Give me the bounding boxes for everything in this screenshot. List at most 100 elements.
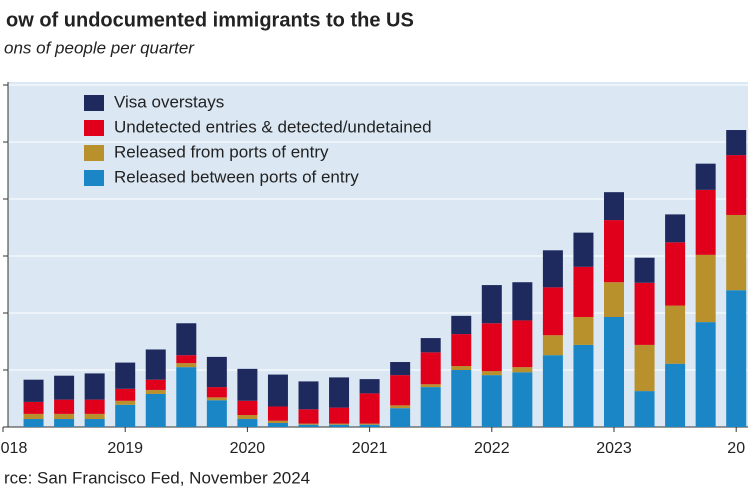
bar-segment (481, 371, 502, 376)
bar-segment (115, 400, 136, 405)
bar-segment (267, 406, 288, 421)
bar-segment (512, 367, 533, 373)
bar-segment (604, 282, 624, 317)
bar-segment (329, 423, 350, 425)
bar-segment (420, 387, 441, 427)
bar-segment (573, 316, 594, 345)
bar-segment (329, 424, 350, 427)
bar-segment (695, 189, 716, 255)
bar-segment (726, 290, 747, 427)
bar-segment (512, 320, 533, 368)
bar-segment (267, 420, 288, 424)
bar-segment (115, 362, 136, 389)
bar-segment (573, 266, 594, 317)
bar-segment (695, 322, 716, 427)
bar-segment (542, 287, 563, 336)
bar-segment (237, 415, 258, 420)
x-tick-label: 2019 (107, 440, 143, 457)
bar-segment (604, 192, 624, 221)
bar-segment (206, 387, 227, 398)
bar-segment (176, 355, 197, 364)
legend-label: Released from ports of entry (114, 142, 329, 161)
bar-segment (115, 388, 136, 401)
bar-segment (267, 374, 288, 407)
bar-segment (54, 413, 75, 420)
bar-segment (542, 335, 563, 356)
bar-segment (481, 323, 502, 372)
bar-segment (267, 423, 288, 427)
bar-segment (237, 400, 258, 416)
bar-segment (573, 344, 594, 427)
bar-segment (726, 155, 747, 215)
chart-subtitle: ons of people per quarter (4, 38, 195, 57)
bar-segment (359, 393, 380, 424)
bar-segment (604, 220, 624, 283)
bar-segment (298, 409, 319, 424)
bar-segment (451, 370, 472, 427)
bar-segment (329, 377, 350, 408)
bar-segment (145, 349, 166, 380)
bar-segment (665, 363, 686, 427)
bar-segment (54, 375, 75, 400)
bar-segment (634, 344, 655, 392)
bar-segment (481, 375, 502, 427)
legend-swatch (84, 170, 104, 186)
bar-segment (23, 419, 44, 427)
source-note: rce: San Francisco Fed, November 2024 (4, 468, 310, 487)
bar-segment (512, 372, 533, 427)
bar-segment (726, 130, 747, 156)
bar-segment (359, 424, 380, 427)
legend-label: Undetected entries & detected/undetained (114, 117, 432, 136)
legend-label: Visa overstays (114, 92, 224, 111)
bar-segment (634, 257, 655, 283)
bar-segment (176, 323, 197, 356)
bar-segment (84, 399, 105, 414)
bar-segment (726, 214, 747, 291)
legend-swatch (84, 95, 104, 111)
bar-segment (390, 362, 411, 376)
bar-segment (176, 367, 197, 427)
bar-segment (451, 315, 472, 335)
bar-segment (481, 285, 502, 324)
bar-segment (665, 305, 686, 364)
bar-segment (695, 163, 716, 190)
bar-segment (54, 419, 75, 427)
bar-segment (176, 363, 197, 368)
chart-title: ow of undocumented immigrants to the US (6, 9, 414, 31)
bar-segment (390, 405, 411, 409)
bar-segment (54, 399, 75, 414)
bar-segment (23, 379, 44, 402)
bar-segment (695, 254, 716, 323)
bar-segment (84, 419, 105, 427)
bar-segment (23, 413, 44, 420)
bar-segment (329, 407, 350, 424)
legend-swatch (84, 145, 104, 161)
bar-segment (634, 391, 655, 427)
bar-segment (390, 375, 411, 406)
bar-segment (145, 393, 166, 427)
bar-segment (420, 352, 441, 385)
bar-segment (206, 400, 227, 427)
x-tick-label: 2023 (596, 440, 632, 457)
bar-segment (145, 379, 166, 390)
bar-segment (604, 316, 624, 427)
bar-segment (665, 242, 686, 306)
bar-segment (84, 413, 105, 420)
bar-segment (84, 373, 105, 400)
bar-segment (115, 404, 136, 427)
bar-segment (451, 334, 472, 367)
x-tick-label: 2020 (230, 440, 266, 457)
bar-segment (542, 355, 563, 427)
bar-segment (298, 423, 319, 425)
x-tick-label: 20 (727, 440, 745, 457)
bar-segment (237, 368, 258, 401)
bar-segment (298, 381, 319, 410)
bar-segment (542, 250, 563, 288)
bar-segment (206, 356, 227, 388)
bar-segment (573, 232, 594, 267)
bar-segment (206, 397, 227, 401)
bar-segment (237, 419, 258, 427)
bar-segment (359, 423, 380, 425)
bar-segment (390, 408, 411, 427)
